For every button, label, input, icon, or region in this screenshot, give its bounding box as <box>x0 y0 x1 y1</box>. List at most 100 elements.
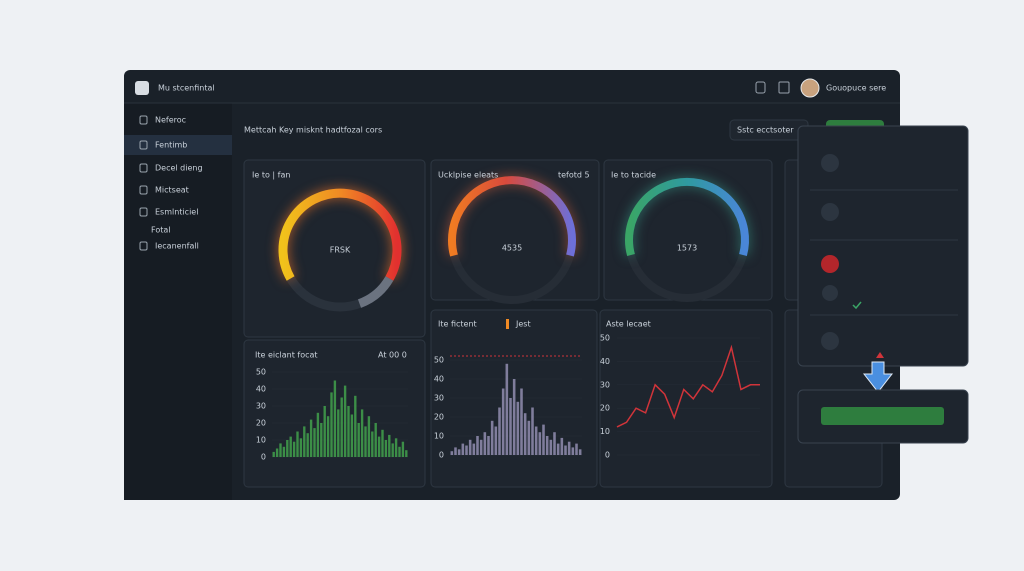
bar <box>556 443 560 455</box>
bar <box>509 398 512 455</box>
page-title: Mettcah Key misknt hadtfozal cors <box>244 126 382 135</box>
arrow <box>862 361 894 393</box>
chart-tag: Jest <box>515 320 531 329</box>
bar <box>468 439 472 455</box>
bar <box>494 426 498 455</box>
sidebar-icon <box>139 140 148 150</box>
y-tick-label: 40 <box>600 357 610 366</box>
bar <box>326 416 330 457</box>
bar <box>371 431 374 457</box>
gauge-tag: tefotd 5 <box>558 171 590 180</box>
sidebar-icon <box>139 241 148 251</box>
bar <box>523 413 527 455</box>
y-tick-label: 10 <box>600 427 610 436</box>
bar <box>316 412 320 457</box>
bar <box>299 438 303 457</box>
bar <box>309 419 313 457</box>
bar <box>289 436 292 457</box>
bar <box>501 388 505 455</box>
chart-title: Ite fictent <box>438 320 477 329</box>
bar <box>282 446 286 457</box>
y-tick-label: 50 <box>256 368 266 377</box>
gauge-value: 1573 <box>677 244 697 253</box>
y-tick-label: 0 <box>605 451 610 460</box>
legend-swatch <box>506 319 509 329</box>
sidebar-item: Iecanenfall <box>155 242 199 251</box>
bar <box>560 437 564 455</box>
y-tick-label: 30 <box>600 380 610 389</box>
bar <box>364 426 367 457</box>
gauge-arc-rest <box>357 276 394 308</box>
bar <box>374 423 377 457</box>
y-tick-label: 30 <box>434 394 444 403</box>
sidebar-item: Esmlnticiel <box>155 208 198 217</box>
bar <box>553 432 556 455</box>
bar <box>384 440 388 457</box>
bar <box>498 407 501 455</box>
bar <box>381 429 384 457</box>
gauge-value: 4535 <box>502 244 522 253</box>
item-icon <box>821 332 839 350</box>
bar <box>516 401 520 455</box>
bar <box>545 436 549 455</box>
bar <box>534 426 538 455</box>
y-tick-label: 20 <box>434 413 444 422</box>
bar <box>367 416 371 457</box>
bar <box>542 424 545 455</box>
y-tick-label: 50 <box>434 356 444 365</box>
y-tick-label: 10 <box>256 436 266 445</box>
header-icon[interactable] <box>755 81 766 94</box>
bar <box>296 431 299 457</box>
bar <box>465 445 468 455</box>
check-icon <box>852 301 862 310</box>
sidebar-active <box>124 135 232 155</box>
bar <box>476 436 479 455</box>
bar <box>567 441 571 455</box>
sidebar-icon <box>139 185 148 195</box>
bar <box>401 441 405 457</box>
y-tick-label: 10 <box>434 432 444 441</box>
app-name: Mu stcenfintal <box>158 84 215 93</box>
header-icon[interactable] <box>778 81 790 94</box>
sidebar-icon <box>139 207 148 217</box>
bar <box>454 447 457 455</box>
sidebar-item: Fentimb <box>155 141 187 150</box>
bar <box>538 432 542 455</box>
bar <box>360 409 364 457</box>
bar <box>279 443 282 457</box>
bar <box>275 448 279 457</box>
user-name: Gouopuce sere <box>826 84 886 93</box>
avatar[interactable] <box>800 78 820 98</box>
item-icon <box>821 203 839 221</box>
arrow-tip <box>876 352 884 358</box>
bar <box>490 420 494 455</box>
bar <box>527 420 531 455</box>
y-tick-label: 20 <box>256 419 266 428</box>
bar <box>306 433 309 457</box>
popup-button[interactable] <box>821 407 944 425</box>
gauge-value: FRSK <box>330 246 351 255</box>
bar <box>487 436 490 455</box>
bar <box>343 385 347 457</box>
bar <box>394 438 398 457</box>
gauge-arc <box>278 188 402 281</box>
bar <box>483 432 487 455</box>
bar <box>575 443 578 455</box>
y-tick-label: 40 <box>256 385 266 394</box>
sidebar-item: Fotal <box>151 226 170 235</box>
bar <box>512 379 516 455</box>
chart-tag: At 00 0 <box>378 351 407 360</box>
gauge-arc <box>448 176 576 257</box>
bar <box>292 441 296 457</box>
bar <box>388 434 391 457</box>
gauge-arc <box>625 177 749 257</box>
y-tick-label: 40 <box>434 375 444 384</box>
chart-title: Ite eiclant focat <box>255 351 318 360</box>
bar <box>472 443 476 455</box>
bar <box>505 363 509 455</box>
y-tick-label: 30 <box>256 402 266 411</box>
bar <box>313 428 316 457</box>
bar <box>337 409 340 457</box>
